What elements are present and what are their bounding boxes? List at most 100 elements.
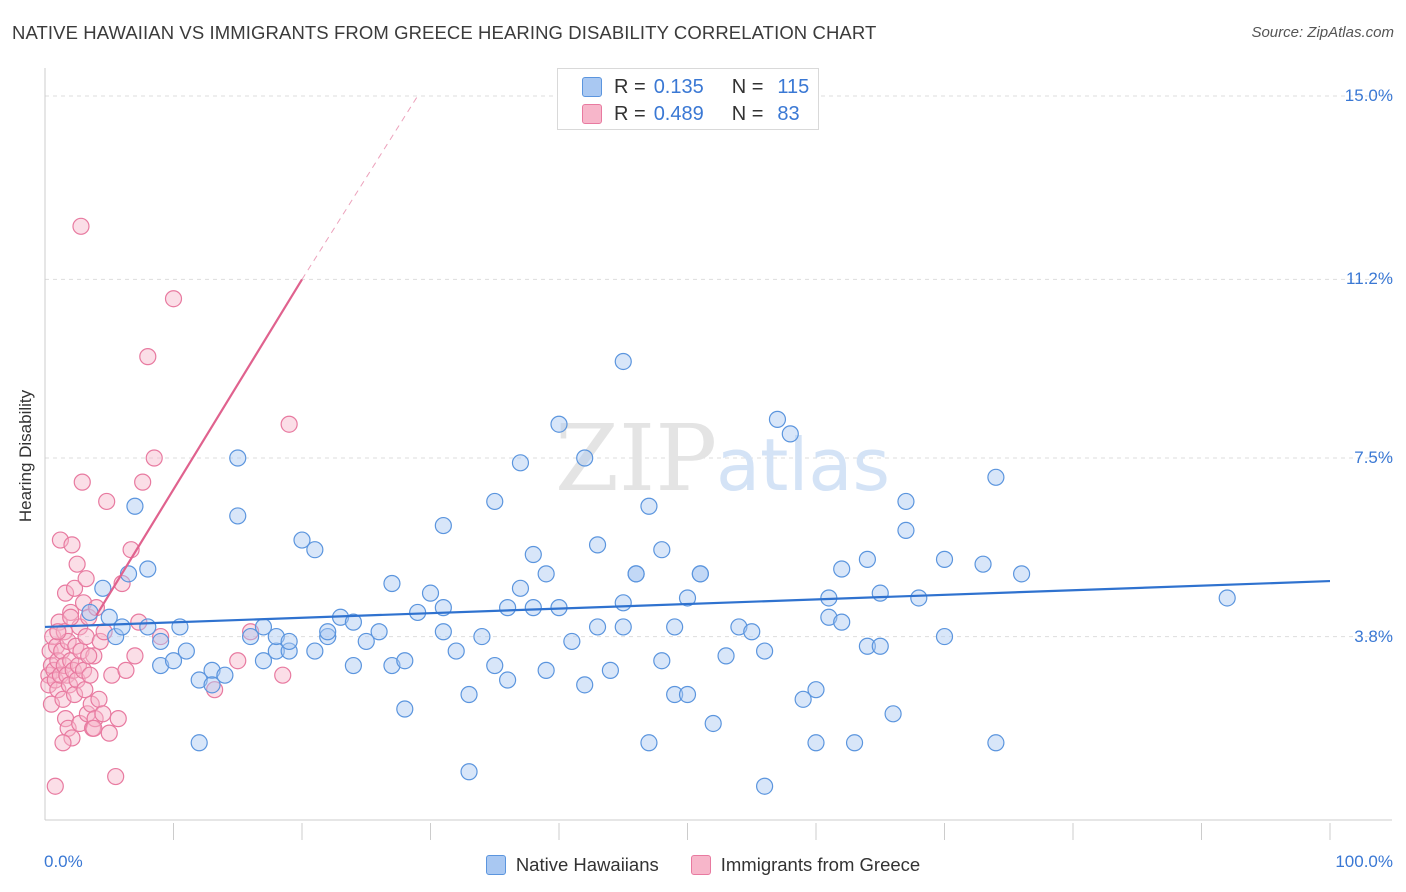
pink-point: [81, 666, 99, 684]
legend-n-value: 115: [777, 75, 810, 98]
blue-point: [563, 632, 581, 651]
series-legend: Native Hawaiians Immigrants from Greece: [0, 852, 1406, 878]
pink-point: [229, 652, 247, 670]
blue-point: [344, 613, 362, 631]
blue-point: [743, 623, 761, 641]
blue-point: [293, 531, 311, 549]
blue-point: [383, 656, 401, 675]
watermark: ZIP atlas: [555, 405, 890, 512]
legend-swatch-blue: [582, 77, 602, 97]
pink-point: [117, 661, 135, 679]
legend-label: Immigrants from Greece: [720, 854, 921, 875]
legend-row-pink: R = 0.489 N = 83: [582, 101, 800, 127]
pink-point: [62, 608, 80, 626]
blue-point: [910, 589, 928, 607]
blue-point: [396, 700, 414, 718]
blue-point: [974, 555, 992, 573]
legend-r-value: 0.489: [653, 102, 704, 125]
blue-point: [306, 642, 324, 660]
blue-point: [833, 613, 851, 631]
legend-row-blue: R = 0.135 N = 115: [582, 74, 809, 100]
legend-n-value: 83: [777, 102, 800, 125]
y-tick-label: 7.5%: [1354, 448, 1393, 467]
pink-point: [63, 536, 81, 554]
blue-point: [421, 584, 440, 602]
blue-trend-line: [44, 579, 1331, 629]
blue-point: [537, 661, 555, 679]
pink-point: [91, 632, 109, 651]
blue-point: [614, 352, 632, 371]
blue-point: [267, 642, 285, 660]
pink-point: [76, 681, 94, 699]
pink-point: [62, 603, 80, 622]
blue-point: [511, 454, 530, 472]
y-tick-label: 3.8%: [1354, 626, 1393, 646]
blue-point: [524, 545, 542, 564]
y-axis-label: Hearing Disability: [16, 389, 35, 523]
pink-point: [46, 777, 64, 795]
blue-point: [460, 763, 478, 781]
blue-point: [653, 652, 671, 670]
blue-point: [845, 734, 864, 752]
blue-point: [460, 685, 478, 704]
pink-point: [85, 647, 103, 665]
blue-point: [152, 632, 170, 651]
blue-point: [190, 734, 208, 752]
blue-point: [935, 550, 954, 568]
watermark-zip: ZIP: [555, 405, 717, 512]
legend-n-label: N =: [731, 75, 764, 98]
pink-point: [126, 647, 144, 665]
pink-point: [94, 705, 112, 723]
legend-r-label: R =: [614, 75, 646, 98]
watermark-atlas: atlas: [716, 423, 890, 507]
pink-point: [107, 767, 125, 786]
legend-r-value: 0.135: [653, 75, 704, 98]
pink-point: [85, 719, 103, 737]
pink-point: [152, 627, 170, 646]
blue-point: [434, 623, 452, 641]
blue-point: [666, 685, 684, 704]
blue-point: [152, 656, 170, 675]
blue-point: [126, 497, 144, 515]
pink-trend-extension: [301, 95, 419, 280]
pink-trend-line: [95, 278, 303, 616]
legend-swatch-pink: [582, 104, 602, 124]
blue-point: [691, 565, 709, 583]
x-tick-label: 100.0%: [1335, 852, 1393, 871]
blue-point: [935, 627, 954, 646]
blue-point: [537, 565, 555, 583]
pink-point: [90, 690, 108, 708]
pink-point: [65, 685, 84, 704]
blue-point: [319, 627, 337, 646]
blue-point: [794, 690, 812, 708]
blue-point: [81, 603, 99, 622]
chart-title: NATIVE HAWAIIAN VS IMMIGRANTS FROM GREEC…: [12, 22, 877, 43]
pink-point: [68, 555, 86, 573]
x-tick-label: 0.0%: [44, 852, 83, 871]
y-tick-label: 11.2%: [1346, 269, 1393, 289]
blue-point: [588, 618, 607, 636]
pink-point: [55, 623, 73, 641]
legend-swatch-pink: [690, 855, 711, 875]
blue-series-points: [81, 352, 1236, 795]
blue-point: [640, 734, 658, 752]
blue-point: [203, 676, 221, 694]
blue-point: [807, 681, 825, 699]
blue-point: [666, 618, 684, 636]
legend-label: Native Hawaiians: [515, 854, 659, 875]
blue-point: [755, 642, 774, 660]
blue-point: [653, 541, 671, 559]
blue-point: [987, 468, 1005, 486]
legend-item-immigrants-from-greece[interactable]: Immigrants from Greece: [690, 854, 921, 876]
blue-point: [267, 627, 285, 646]
blue-point: [897, 492, 915, 511]
y-tick-label: 15.0%: [1344, 86, 1393, 105]
pink-point: [145, 449, 163, 467]
blue-point: [524, 599, 542, 617]
blue-point: [858, 550, 877, 568]
source-credit: Source: ZipAtlas.com: [1251, 24, 1394, 41]
pink-point: [206, 681, 224, 699]
legend-item-native-hawaiians[interactable]: Native Hawaiians: [485, 854, 659, 876]
legend-r-label: R =: [614, 102, 646, 125]
